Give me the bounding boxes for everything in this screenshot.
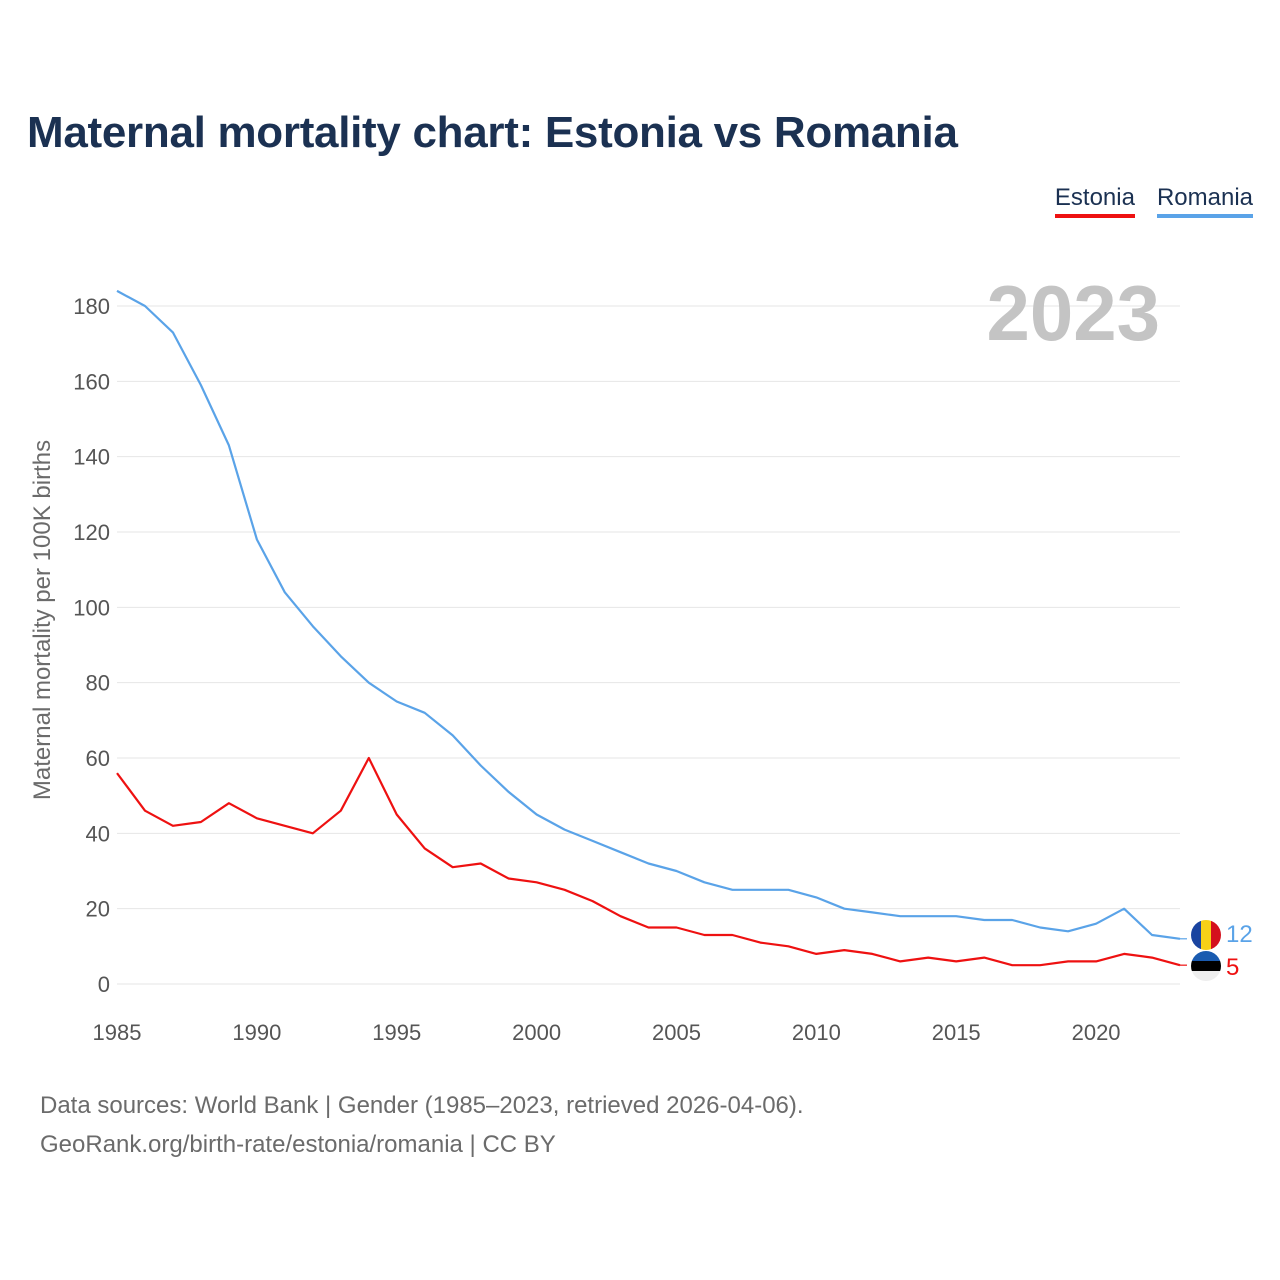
line-chart: 0 20 40 60 80 100 120 140 160 180 1985 1990 1995 200…: [29, 269, 1253, 1045]
x-tick-label: 2015: [932, 1020, 981, 1045]
y-tick-label: 100: [73, 595, 110, 620]
chart-title: Maternal mortality chart: Estonia vs Rom…: [27, 108, 958, 157]
romania-flag-icon: [1191, 920, 1221, 950]
series-line-romania: [116, 289, 1181, 940]
y-tick-label: 140: [73, 445, 110, 470]
legend-item-romania[interactable]: Romania: [1156, 184, 1253, 218]
x-tick-label: 2020: [1072, 1020, 1121, 1045]
y-tick-label: 20: [86, 897, 110, 922]
x-tick-label: 1985: [93, 1020, 142, 1045]
legend: Estonia Romania: [1054, 184, 1253, 218]
x-tick-label: 2000: [512, 1020, 561, 1045]
end-label-estonia: 5: [1226, 954, 1239, 981]
x-tick-label: 2005: [652, 1020, 701, 1045]
x-axis-ticks: 1985 1990 1995 2000 2005 2010 2015 2020: [93, 1020, 1121, 1045]
y-tick-label: 120: [73, 520, 110, 545]
estonia-flag-icon: [1191, 951, 1221, 981]
end-label-romania: 12: [1226, 921, 1253, 948]
legend-item-estonia[interactable]: Estonia: [1054, 184, 1135, 218]
y-tick-label: 80: [86, 671, 110, 696]
footer-link[interactable]: GeoRank.org/birth-rate/estonia/romania |…: [40, 1131, 556, 1158]
x-tick-label: 2010: [792, 1020, 841, 1045]
y-axis-label: Maternal mortality per 100K births: [29, 440, 56, 800]
footer-sources: Data sources: World Bank | Gender (1985–…: [40, 1092, 804, 1119]
y-tick-label: 40: [86, 821, 110, 846]
end-labels: 512: [1180, 921, 1253, 981]
y-tick-label: 60: [86, 746, 110, 771]
year-label: 2023: [986, 269, 1160, 357]
footer: Data sources: World Bank | Gender (1985–…: [40, 1086, 804, 1164]
y-tick-label: 160: [73, 369, 110, 394]
y-tick-label: 180: [73, 294, 110, 319]
y-axis-ticks: 0 20 40 60 80 100 120 140 160 180: [73, 294, 110, 997]
series-line-estonia: [116, 756, 1181, 967]
y-tick-label: 0: [98, 972, 110, 997]
grid: [117, 305, 1180, 985]
x-tick-label: 1995: [372, 1020, 421, 1045]
series-lines: [116, 289, 1181, 967]
x-tick-label: 1990: [232, 1020, 281, 1045]
